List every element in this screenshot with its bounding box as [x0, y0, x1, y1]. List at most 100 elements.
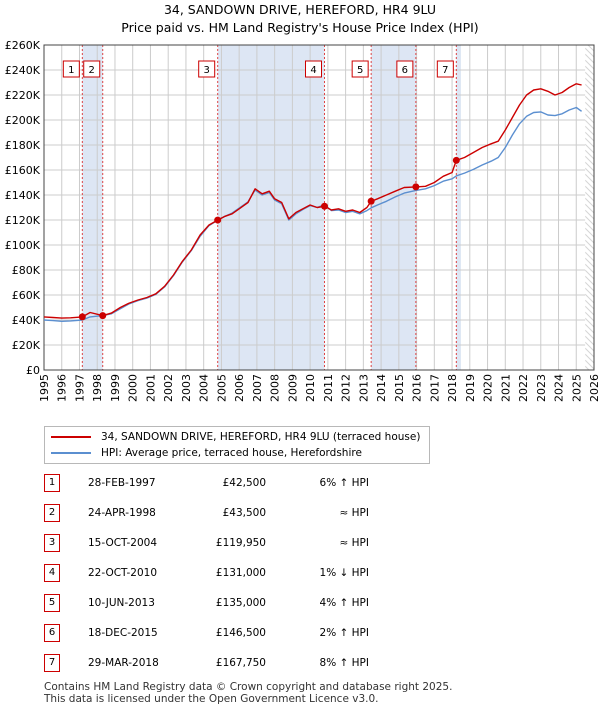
forecast-hatch — [585, 335, 594, 346]
forecast-hatch — [585, 59, 594, 70]
x-tick-label: 2001 — [144, 374, 157, 402]
table-row: 7 29-MAR-2018 £167,750 8% ↑ HPI — [44, 654, 444, 672]
x-tick-label: 2011 — [322, 374, 335, 402]
transaction-price: £135,000 — [215, 597, 266, 609]
forecast-hatch — [585, 95, 594, 106]
forecast-hatch — [585, 77, 594, 88]
chart-title: 34, SANDOWN DRIVE, HEREFORD, HR4 9LU — [163, 2, 437, 17]
y-tick-label: £200K — [5, 114, 41, 127]
forecast-hatch — [585, 119, 594, 130]
forecast-hatch — [585, 305, 594, 316]
x-tick-label: 2013 — [357, 374, 370, 402]
forecast-hatch — [585, 203, 594, 214]
chart-legend: 34, SANDOWN DRIVE, HEREFORD, HR4 9LU (te… — [44, 426, 430, 464]
forecast-hatch — [585, 197, 594, 208]
x-tick-label: 1999 — [109, 374, 122, 402]
y-tick-label: £120K — [5, 214, 41, 227]
forecast-hatch — [585, 137, 594, 148]
transaction-hpi: 4% ↑ HPI — [319, 597, 369, 609]
forecast-hatch — [585, 239, 594, 250]
transaction-label-box — [351, 60, 369, 78]
forecast-hatch — [585, 329, 594, 340]
y-tick-label: £100K — [5, 239, 41, 252]
transaction-number: 6 — [44, 624, 60, 642]
table-row: 4 22-OCT-2010 £131,000 1% ↓ HPI — [44, 564, 444, 582]
forecast-hatch — [585, 287, 594, 298]
transaction-point — [412, 183, 420, 191]
transaction-hpi: 8% ↑ HPI — [319, 657, 369, 669]
transaction-label-box — [62, 60, 80, 78]
forecast-hatch — [585, 53, 594, 64]
forecast-region — [585, 45, 594, 370]
transaction-date: 28-FEB-1997 — [88, 477, 156, 489]
x-tick-label: 2025 — [570, 374, 583, 402]
forecast-hatch — [585, 209, 594, 220]
forecast-hatch — [585, 155, 594, 166]
transaction-label: 1 — [68, 65, 74, 76]
transaction-price: £146,500 — [215, 627, 266, 639]
forecast-hatch — [585, 323, 594, 334]
transaction-number: 5 — [44, 594, 60, 612]
forecast-hatch — [585, 47, 594, 58]
forecast-hatch — [587, 45, 594, 52]
plot-frame — [43, 44, 595, 371]
forecast-hatch — [585, 359, 594, 370]
y-tick-label: £240K — [5, 64, 41, 77]
transaction-label-box — [198, 60, 216, 78]
legend-swatch-property — [51, 436, 91, 438]
table-row: 1 28-FEB-1997 £42,500 6% ↑ HPI — [44, 474, 444, 492]
forecast-hatch — [585, 179, 594, 190]
transaction-label-box — [436, 60, 454, 78]
transaction-number: 7 — [44, 654, 60, 672]
forecast-hatch — [585, 125, 594, 136]
x-tick-label: 2008 — [269, 374, 282, 402]
copyright-notice: Contains HM Land Registry data © Crown c… — [44, 681, 453, 693]
chart-subtitle: Price paid vs. HM Land Registry's House … — [121, 20, 479, 35]
y-tick-label: £140K — [5, 189, 41, 202]
x-tick-label: 2026 — [588, 374, 600, 402]
forecast-hatch — [585, 263, 594, 274]
forecast-hatch — [585, 215, 594, 226]
forecast-hatch — [585, 89, 594, 100]
transaction-price: £43,500 — [222, 507, 266, 519]
shaded-period — [371, 45, 416, 370]
x-tick-label: 2014 — [375, 374, 388, 402]
price-chart: 1 2 3 4 5 6 7 £0 £20K £40K £60K £80K £100K £120K £140K… — [5, 39, 600, 402]
forecast-hatch — [585, 83, 594, 94]
x-tick-label: 2017 — [428, 374, 441, 402]
x-tick-label: 2002 — [162, 374, 175, 402]
transaction-label: 2 — [89, 65, 95, 76]
forecast-hatch — [585, 299, 594, 310]
transaction-label: 6 — [402, 65, 408, 76]
shaded-period — [82, 45, 103, 370]
forecast-hatch — [585, 311, 594, 322]
x-tick-label: 2005 — [215, 374, 228, 402]
x-tick-label: 2015 — [393, 374, 406, 402]
y-tick-label: £40K — [12, 314, 41, 327]
x-tick-label: 2023 — [535, 374, 548, 402]
x-tick-label: 2010 — [304, 374, 317, 402]
forecast-hatch — [585, 227, 594, 238]
forecast-hatch — [585, 251, 594, 262]
transaction-price: £119,950 — [215, 537, 266, 549]
transaction-point — [367, 197, 375, 205]
transaction-date: 15-OCT-2004 — [88, 537, 157, 549]
transaction-date: 24-APR-1998 — [88, 507, 156, 519]
forecast-hatch — [585, 245, 594, 256]
x-tick-label: 2003 — [180, 374, 193, 402]
y-tick-label: £160K — [5, 164, 41, 177]
transaction-number: 2 — [44, 504, 60, 522]
transaction-hpi: ≈ HPI — [339, 507, 369, 519]
x-tick-label: 2020 — [482, 374, 495, 402]
forecast-hatch — [585, 113, 594, 124]
transaction-date: 10-JUN-2013 — [88, 597, 155, 609]
shaded-period — [456, 45, 461, 370]
x-tick-label: 2000 — [127, 374, 140, 402]
legend-label-hpi: HPI: Average price, terraced house, Here… — [101, 447, 362, 459]
forecast-hatch — [585, 317, 594, 328]
transaction-label: 7 — [442, 65, 448, 76]
forecast-hatch — [585, 101, 594, 112]
forecast-hatch — [585, 143, 594, 154]
transaction-label: 5 — [357, 65, 363, 76]
forecast-hatch — [585, 233, 594, 244]
